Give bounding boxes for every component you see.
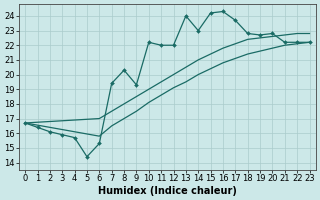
X-axis label: Humidex (Indice chaleur): Humidex (Indice chaleur) — [98, 186, 237, 196]
